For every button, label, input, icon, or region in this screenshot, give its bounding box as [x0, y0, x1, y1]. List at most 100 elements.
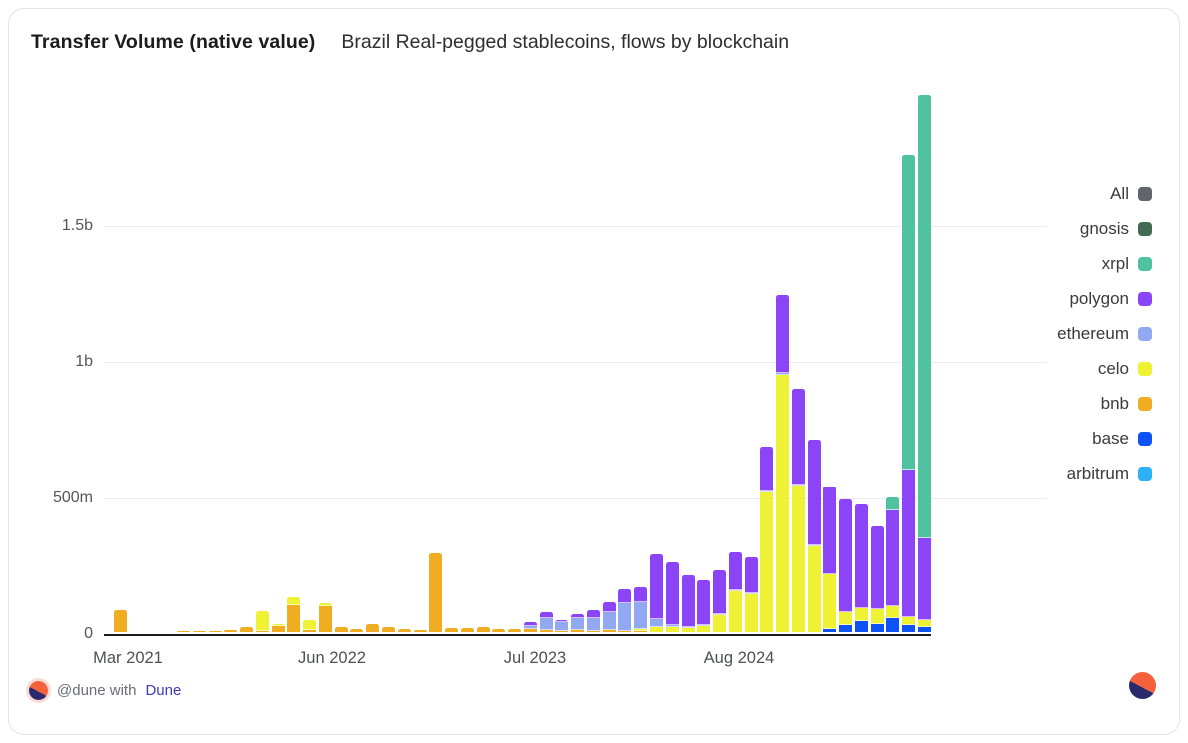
legend-item-polygon[interactable]: polygon — [1057, 281, 1152, 316]
bar-jul-2022[interactable] — [366, 623, 380, 632]
bar-segment-base — [854, 621, 868, 632]
bar-segment-bnb — [192, 631, 206, 632]
bar-dec-2023[interactable] — [634, 587, 648, 632]
bar-segment-polygon — [602, 601, 616, 612]
bar-apr-2024[interactable] — [697, 579, 711, 632]
bar-segment-polygon — [744, 557, 758, 593]
bar-segment-polygon — [902, 470, 916, 618]
bar-may-2023[interactable] — [523, 621, 537, 632]
bar-segment-bnb — [476, 626, 490, 632]
bar-feb-2023[interactable] — [476, 626, 490, 632]
bar-mar-2025[interactable] — [870, 525, 884, 632]
bar-mar-2022[interactable] — [303, 619, 317, 632]
bar-segment-bnb — [177, 631, 191, 632]
bar-jul-2024[interactable] — [744, 557, 758, 632]
bar-segment-ethereum — [555, 622, 569, 631]
bar-feb-2022[interactable] — [287, 596, 301, 632]
bar-segment-ethereum — [760, 490, 774, 492]
bar-aug-2024[interactable] — [760, 447, 774, 632]
dune-logo-icon[interactable] — [1129, 672, 1156, 699]
legend-item-base[interactable]: base — [1057, 421, 1152, 456]
bar-oct-2021[interactable] — [224, 630, 238, 632]
legend-item-all[interactable]: All — [1057, 176, 1152, 211]
legend-item-xrpl[interactable]: xrpl — [1057, 246, 1152, 281]
dune-brand-link[interactable]: Dune — [145, 682, 182, 699]
bar-apr-2025[interactable] — [886, 497, 900, 632]
bar-sep-2022[interactable] — [397, 629, 411, 632]
legend-item-bnb[interactable]: bnb — [1057, 386, 1152, 421]
bar-jul-2021[interactable] — [177, 631, 191, 632]
bar-jun-2024[interactable] — [728, 552, 742, 632]
bar-jun-2025[interactable] — [918, 94, 931, 632]
bar-jul-2023[interactable] — [555, 619, 569, 632]
bar-segment-celo — [886, 606, 900, 619]
legend-swatch — [1138, 291, 1152, 306]
bar-segment-celo — [776, 374, 790, 632]
bar-segment-xrpl — [902, 154, 916, 471]
bar-jun-2022[interactable] — [350, 629, 364, 632]
legend-item-gnosis[interactable]: gnosis — [1057, 211, 1152, 246]
bar-segment-bnb — [366, 623, 380, 632]
bar-aug-2023[interactable] — [571, 613, 585, 632]
bar-segment-polygon — [760, 447, 774, 491]
bar-segment-ethereum — [776, 372, 790, 375]
bar-segment-bnb — [255, 630, 269, 632]
bar-apr-2022[interactable] — [318, 603, 332, 632]
bar-segment-ethereum — [665, 624, 679, 628]
bar-segment-xrpl — [918, 94, 931, 539]
bar-aug-2021[interactable] — [192, 631, 206, 632]
bar-jan-2022[interactable] — [271, 623, 285, 632]
bar-segment-ethereum — [571, 617, 585, 630]
bar-jun-2023[interactable] — [539, 611, 553, 632]
bar-dec-2024[interactable] — [823, 486, 837, 632]
bar-segment-bnb — [318, 606, 332, 632]
bar-segment-celo — [713, 614, 727, 632]
bar-segment-base — [839, 625, 853, 632]
bar-feb-2024[interactable] — [665, 562, 679, 632]
bar-feb-2025[interactable] — [854, 504, 868, 632]
bar-jan-2023[interactable] — [460, 627, 474, 632]
attribution: @dune with Dune — [29, 681, 181, 700]
bar-nov-2024[interactable] — [807, 440, 821, 632]
legend-item-ethereum[interactable]: ethereum — [1057, 316, 1152, 351]
gridline-1.5b — [104, 225, 1046, 227]
legend-swatch — [1138, 221, 1152, 236]
bar-may-2025[interactable] — [902, 154, 916, 632]
bar-jan-2024[interactable] — [650, 553, 663, 632]
bar-oct-2023[interactable] — [602, 601, 616, 632]
bar-may-2022[interactable] — [334, 627, 348, 632]
bar-segment-polygon — [665, 562, 679, 625]
legend-label: xrpl — [1101, 253, 1129, 273]
legend-label: polygon — [1069, 288, 1129, 308]
bar-segment-polygon — [539, 611, 553, 618]
legend-item-celo[interactable]: celo — [1057, 351, 1152, 386]
bar-sep-2023[interactable] — [586, 610, 600, 632]
bar-dec-2022[interactable] — [445, 627, 459, 632]
bar-segment-polygon — [713, 570, 727, 614]
bar-segment-celo — [918, 619, 931, 627]
bar-oct-2022[interactable] — [413, 629, 427, 632]
bar-nov-2021[interactable] — [240, 627, 254, 632]
bar-may-2024[interactable] — [713, 570, 727, 632]
bar-segment-base — [870, 623, 884, 632]
bar-segment-celo — [839, 611, 853, 626]
bar-nov-2022[interactable] — [429, 553, 443, 632]
bar-sep-2021[interactable] — [208, 631, 222, 632]
bar-segment-polygon — [555, 619, 569, 623]
bar-segment-ethereum — [650, 618, 663, 628]
bar-segment-ethereum — [713, 613, 727, 615]
bar-oct-2024[interactable] — [791, 388, 805, 632]
bar-segment-bnb — [382, 626, 395, 632]
legend-label: bnb — [1100, 393, 1129, 413]
bar-segment-bnb — [350, 629, 364, 632]
bar-mar-2024[interactable] — [681, 574, 695, 632]
bar-apr-2023[interactable] — [508, 629, 522, 632]
bar-jan-2025[interactable] — [839, 498, 853, 632]
bar-mar-2021[interactable] — [114, 610, 127, 632]
bar-aug-2022[interactable] — [382, 626, 395, 632]
bar-sep-2024[interactable] — [776, 295, 790, 632]
bar-nov-2023[interactable] — [618, 589, 632, 632]
bar-mar-2023[interactable] — [492, 628, 506, 632]
legend-item-arbitrum[interactable]: arbitrum — [1057, 456, 1152, 491]
bar-dec-2021[interactable] — [255, 611, 269, 632]
